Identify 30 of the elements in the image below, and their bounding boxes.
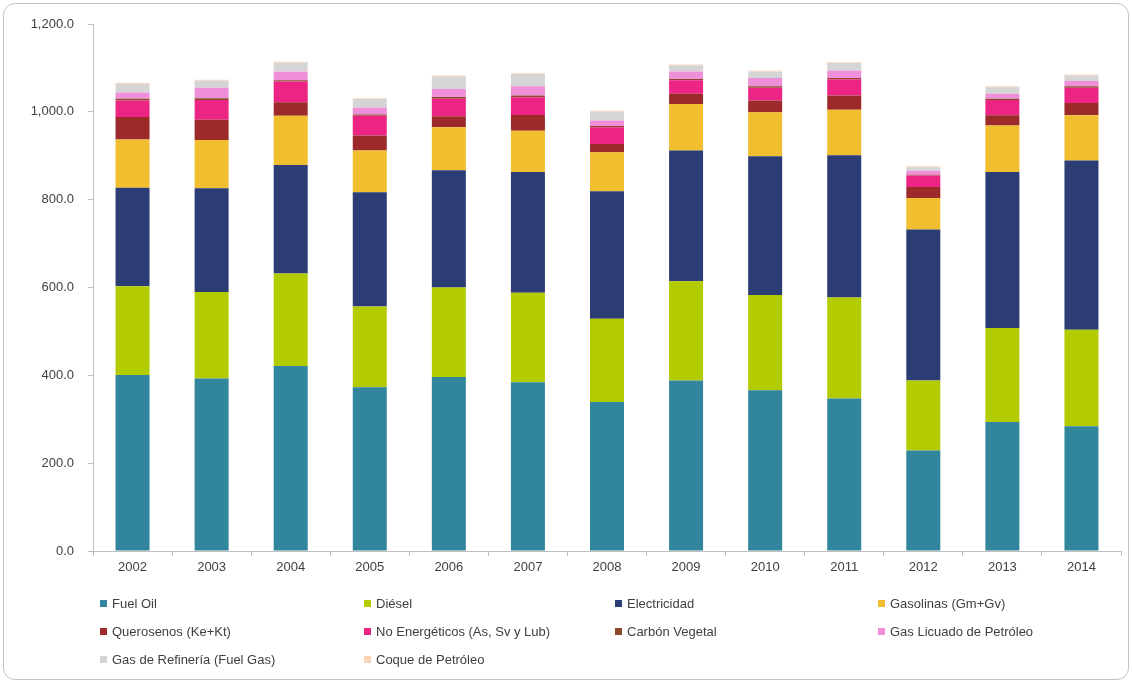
x-tick-label: 2011 [830, 559, 859, 575]
x-tick-label: 2012 [908, 559, 938, 575]
x-tick-label: 2003 [197, 559, 227, 575]
x-tick-label: 2002 [118, 559, 147, 575]
legend-label: Carbón Vegetal [627, 624, 717, 639]
x-tick-label: 2005 [355, 559, 385, 575]
x-tick-label: 2007 [513, 559, 543, 575]
legend-label: Gasolinas (Gm+Gv) [890, 596, 1006, 611]
legend-label: Fuel Oil [112, 596, 157, 611]
x-tick-label: 2009 [671, 559, 701, 575]
y-tick-label: 200.0 [41, 454, 74, 470]
y-tick-label: 1,000.0 [30, 103, 74, 119]
x-tick-label: 2013 [987, 559, 1017, 575]
y-tick-label: 1,200.0 [30, 15, 74, 31]
legend-label: Gas de Refinería (Fuel Gas) [112, 652, 276, 667]
x-tick-label: 2010 [750, 559, 780, 575]
x-tick-label: 2008 [592, 559, 622, 575]
legend-label: Querosenos (Ke+Kt) [112, 624, 231, 639]
y-tick-label: 0.0 [55, 542, 74, 558]
x-tick-label: 2014 [1067, 559, 1096, 575]
y-tick-label: 800.0 [41, 191, 74, 207]
y-tick-label: 400.0 [41, 366, 74, 382]
legend-label: No Energéticos (As, Sv y Lub) [376, 624, 551, 639]
legend-label: Gas Licuado de Petróleo [890, 624, 1034, 639]
legend-label: Electricidad [627, 596, 695, 611]
legend-label: Coque de Petróleo [376, 652, 485, 667]
x-tick-label: 2006 [434, 559, 464, 575]
legend-label: Diésel [376, 596, 413, 611]
x-tick-label: 2004 [276, 559, 306, 575]
y-tick-label: 600.0 [41, 279, 74, 295]
